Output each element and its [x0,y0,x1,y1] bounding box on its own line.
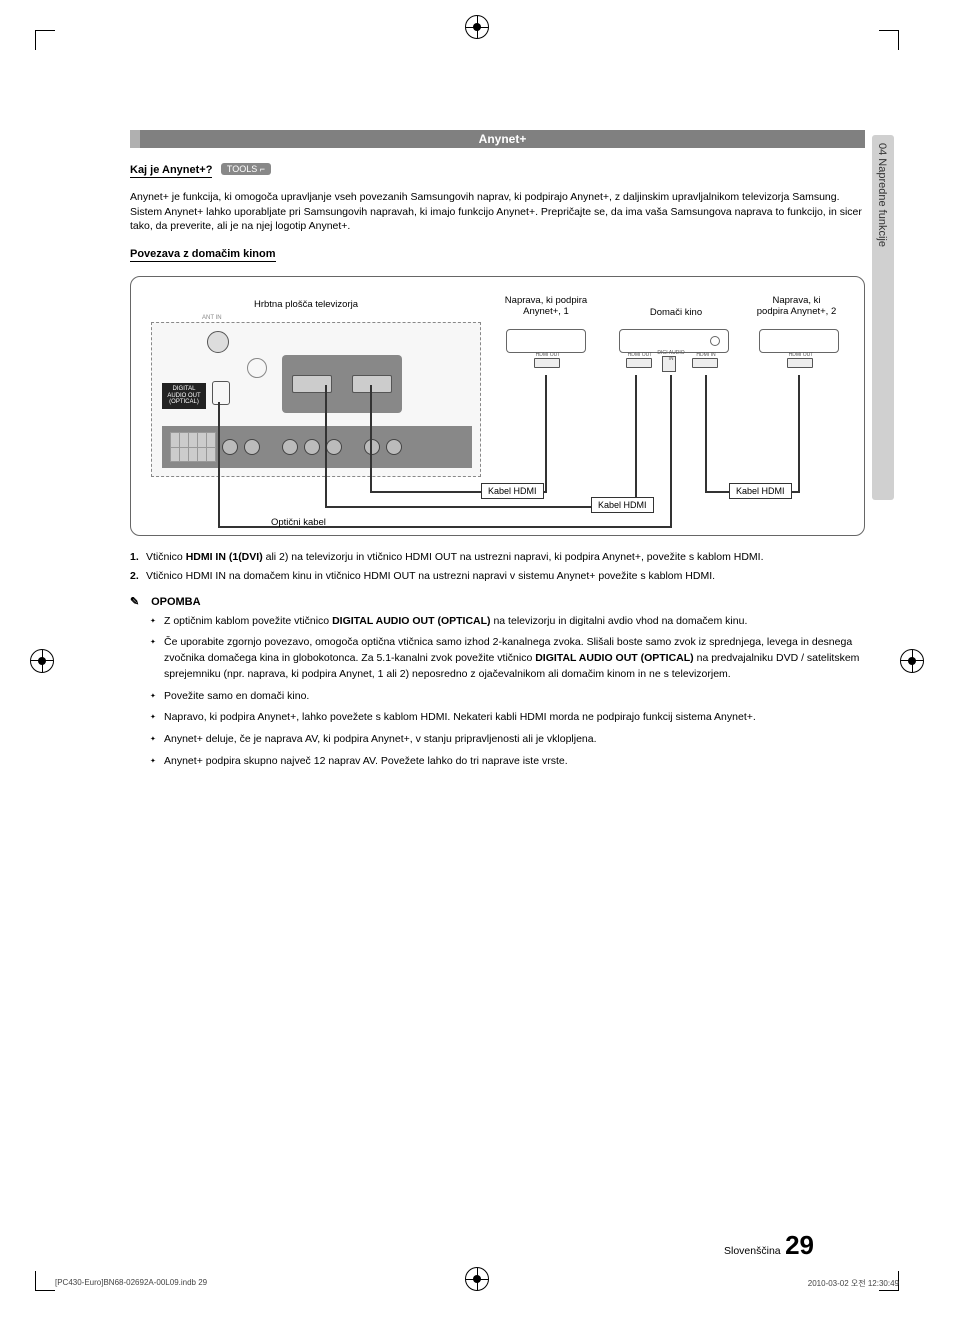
component-row [162,426,472,468]
bullet-row: ✦ Z optičnim kablom povežite vtičnico DI… [150,614,865,630]
crop-mark [879,30,899,50]
page-content: Anynet+ Kaj je Anynet+? TOOLS ⌐ Anynet+ … [130,130,865,776]
hdmi-cable-label-2: Kabel HDMI [591,497,654,513]
crop-mark [35,1271,55,1291]
bullet-dot-icon: ✦ [150,689,164,705]
step-row: 2. Vtičnico HDMI IN na domačem kinu in v… [130,569,865,585]
step-number: 2. [130,569,146,585]
step-text: Vtičnico HDMI IN (1(DVI) ali 2) na telev… [146,550,865,566]
registration-mark-icon [30,649,54,673]
step-number: 1. [130,550,146,566]
hdmi-out-port: HDMI OUT [626,358,652,368]
bullet-dot-icon: ✦ [150,754,164,770]
bullet-row: ✦ Anynet+ podpira skupno največ 12 napra… [150,754,865,770]
rca-port [222,439,238,455]
bullet-dot-icon: ✦ [150,732,164,748]
registration-mark-icon [900,649,924,673]
registration-mark-icon [465,15,489,39]
digital-audio-out-label: DIGITAL AUDIO OUT (OPTICAL) [162,383,206,409]
home-theater-label: Domači kino [631,307,721,318]
crop-mark [35,30,55,50]
bullet-row: ✦ Anynet+ deluje, če je naprava AV, ki p… [150,732,865,748]
rca-port [326,439,342,455]
note-bullets: ✦ Z optičnim kablom povežite vtičnico DI… [130,614,865,770]
step-row: 1. Vtičnico HDMI IN (1(DVI) ali 2) na te… [130,550,865,566]
connection-title: Povezava z domačim kinom [130,248,276,262]
optical-port [212,381,230,405]
rca-port [364,439,380,455]
device1-label: Naprava, ki podpira Anynet+, 1 [496,295,596,317]
service-port [247,358,267,378]
numbered-steps: 1. Vtičnico HDMI IN (1(DVI) ali 2) na te… [130,550,865,585]
bullet-text: Anynet+ podpira skupno največ 12 naprav … [164,754,865,770]
hdmi-port-2 [352,375,392,393]
bullet-text: Povežite samo en domači kino. [164,689,865,705]
anynet-device-1: HDMI OUT [506,329,586,353]
bullet-dot-icon: ✦ [150,635,164,682]
tools-badge: TOOLS ⌐ [221,163,271,175]
bullet-dot-icon: ✦ [150,710,164,726]
page-footer: Slovenščina 29 [0,1230,954,1261]
bullet-row: ✦ Povežite samo en domači kino. [150,689,865,705]
question-title: Kaj je Anynet+? [130,164,212,178]
bullet-row: ✦ Če uporabite zgornjo povezavo, omogoča… [150,635,865,682]
print-file-name: [PC430-Euro]BN68-02692A-00L09.indb 29 [55,1278,207,1289]
power-led-icon [710,336,720,346]
rca-port [244,439,260,455]
print-timestamp: 2010-03-02 오전 12:30:49 [808,1278,899,1289]
step-text: Vtičnico HDMI IN na domačem kinu in vtič… [146,569,865,585]
bullet-text: Napravo, ki podpira Anynet+, lahko povež… [164,710,865,726]
hdmi-out-port: HDMI OUT [534,358,560,368]
note-heading: ✎ OPOMBA [130,595,865,608]
bullet-text: Z optičnim kablom povežite vtičnico DIGI… [164,614,865,630]
bullet-text: Če uporabite zgornjo povezavo, omogoča o… [164,635,865,682]
footer-language: Slovenščina [724,1245,781,1257]
ext-rgb-port [170,432,216,462]
rca-port [304,439,320,455]
hdmi-in-port: HDMI IN [692,358,718,368]
side-tab: 04 Napredne funkcije [872,135,894,500]
hdmi-port-1 [292,375,332,393]
rca-port [282,439,298,455]
bullet-text: Anynet+ deluje, če je naprava AV, ki pod… [164,732,865,748]
hdmi-out-port: HDMI OUT [787,358,813,368]
side-tab-label: 04 Napredne funkcije [876,143,888,247]
connection-diagram: Hrbtna plošča televizorja Naprava, ki po… [130,276,865,536]
bullet-dot-icon: ✦ [150,614,164,630]
ant-in-label: ANT IN [202,315,222,321]
note-label: OPOMBA [151,596,201,608]
digital-audio-in-port: DIGI AUDIO IN [662,356,676,372]
device2-label: Naprava, ki podpira Anynet+, 2 [739,295,854,317]
note-icon: ✎ [130,595,146,608]
section-title-bar: Anynet+ [130,130,865,148]
home-theater-box: HDMI OUT DIGI AUDIO IN HDMI IN [619,329,729,353]
hdmi-cable-label-1: Kabel HDMI [481,483,544,499]
ant-in-port [207,331,229,353]
tv-back-panel: ANT IN DIGITAL AUDIO OUT (OPTICAL) HDMI … [151,322,481,477]
hdmi-in-block [282,355,402,413]
tv-label: Hrbtna plošča televizorja [231,299,381,310]
bullet-row: ✦ Napravo, ki podpira Anynet+, lahko pov… [150,710,865,726]
print-footer: [PC430-Euro]BN68-02692A-00L09.indb 29 20… [55,1278,899,1289]
hdmi-cable-label-3: Kabel HDMI [729,483,792,499]
intro-paragraph: Anynet+ je funkcija, ki omogoča upravlja… [130,190,865,234]
anynet-device-2: HDMI OUT [759,329,839,353]
rca-port [386,439,402,455]
optical-cable-label: Optični kabel [271,517,326,528]
page-number: 29 [785,1230,814,1260]
